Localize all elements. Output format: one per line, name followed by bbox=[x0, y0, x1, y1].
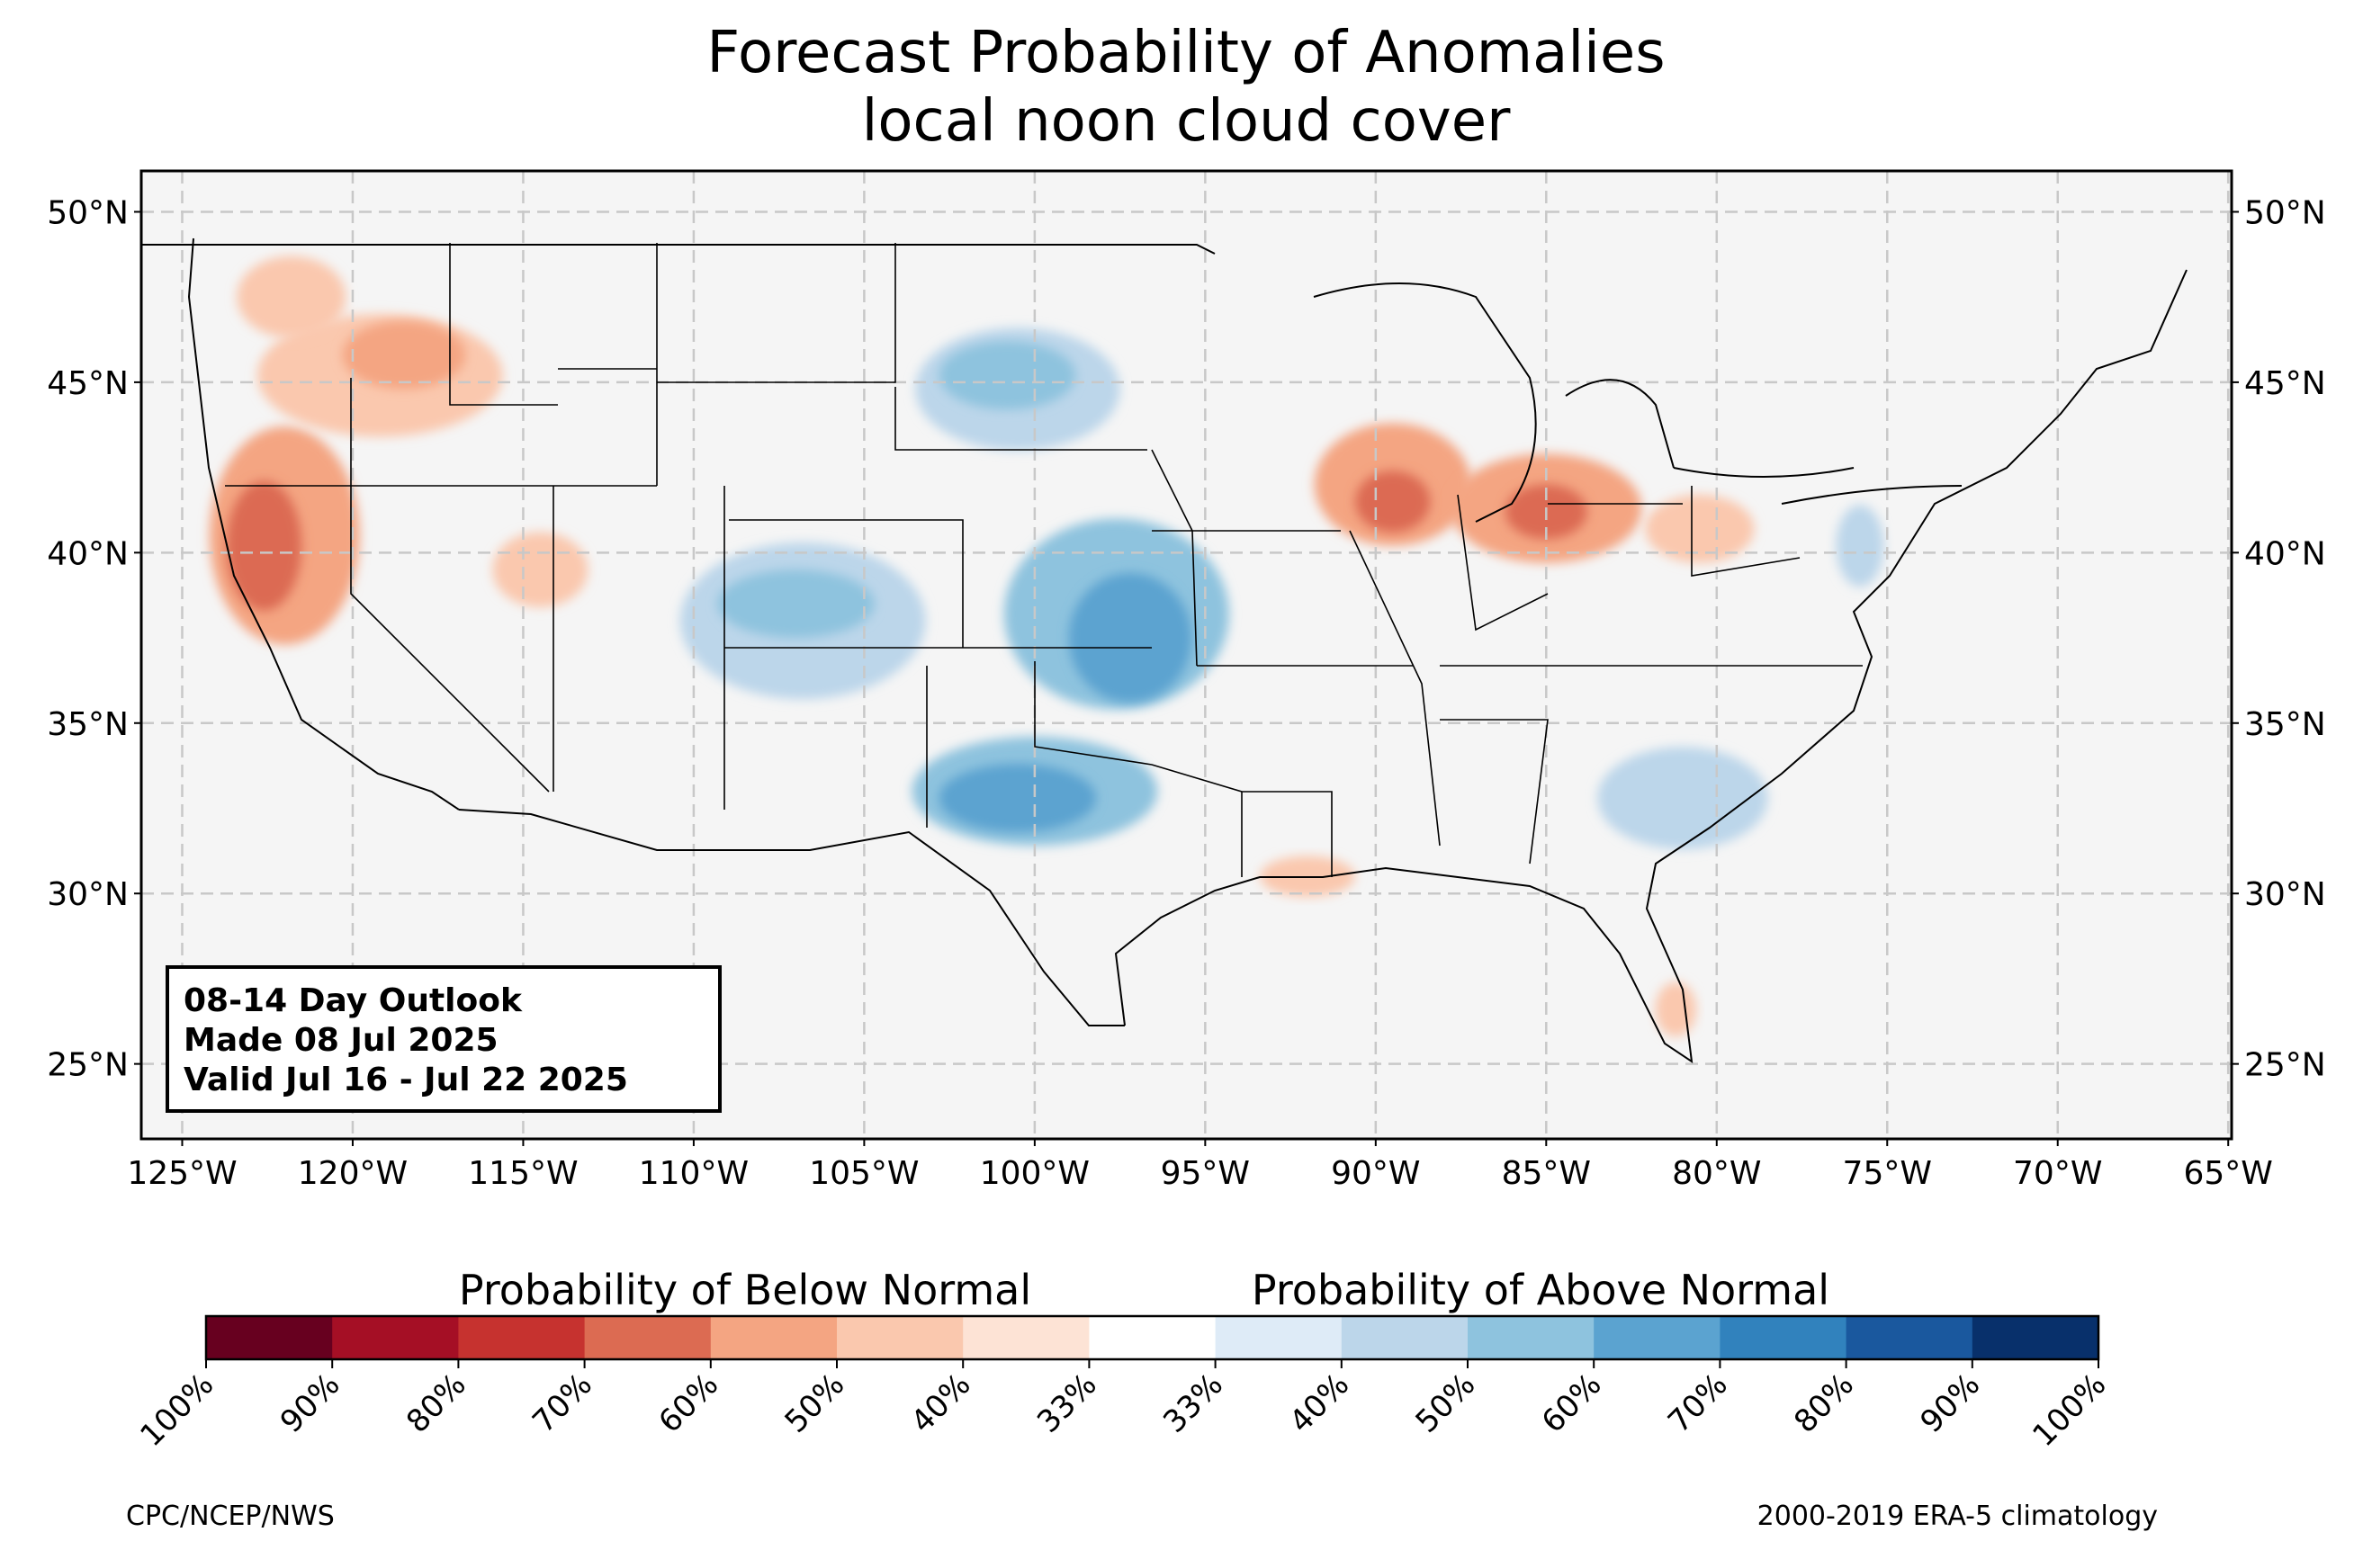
latitude-label-left: 25°N bbox=[47, 1047, 129, 1084]
map-frame bbox=[139, 169, 2233, 1141]
anomaly-above-area bbox=[939, 341, 1076, 410]
anomaly-below-area bbox=[226, 480, 302, 611]
map-subtitle: local noon cloud cover bbox=[861, 88, 1511, 155]
colorbar-tick-label: 33% bbox=[1030, 1366, 1104, 1440]
latitude-label-left: 35°N bbox=[47, 706, 129, 743]
colorbar-tick-label: 80% bbox=[400, 1366, 473, 1440]
outlook-info-box: 08-14 Day Outlook Made 08 Jul 2025 Valid J… bbox=[166, 965, 722, 1113]
anomaly-above-area bbox=[939, 764, 1097, 833]
west-coast bbox=[187, 237, 460, 811]
longitude-label: 70°W bbox=[2013, 1155, 2102, 1192]
colorbar-tick-label: 40% bbox=[904, 1366, 978, 1440]
colorbar-segment bbox=[963, 1316, 1090, 1359]
below-normal-caption: Probability of Below Normal bbox=[459, 1266, 1031, 1314]
latitude-labels: 50°N 50°N 45°N 45°N 40°N 40°N 35°N 35°N 30°N 30°N… bbox=[47, 194, 2326, 1083]
longitude-label: 85°W bbox=[1502, 1155, 1591, 1192]
longitude-label: 125°W bbox=[127, 1155, 237, 1192]
anomaly-below-area bbox=[237, 255, 346, 338]
longitude-label: 90°W bbox=[1331, 1155, 1420, 1192]
anomaly-below-area bbox=[492, 532, 589, 607]
latitude-label-left: 30°N bbox=[47, 876, 129, 913]
anomaly-below-area bbox=[1355, 470, 1431, 533]
longitude-label: 115°W bbox=[468, 1155, 578, 1192]
latitude-label-right: 35°N bbox=[2244, 706, 2326, 743]
longitude-label: 110°W bbox=[639, 1155, 749, 1192]
anomaly-above-area bbox=[1068, 573, 1192, 703]
longitude-label: 120°W bbox=[298, 1155, 408, 1192]
outlook-valid-dates: Valid Jul 16 - Jul 22 2025 bbox=[184, 1062, 628, 1098]
colorbar-tick-label: 60% bbox=[651, 1366, 725, 1440]
colorbar-tick-label: 50% bbox=[778, 1366, 852, 1440]
colorbar-segment bbox=[584, 1316, 712, 1359]
anomaly-below-area bbox=[1645, 494, 1755, 563]
longitude-labels: 125°W 120°W 115°W 110°W 105°W 100°W 95°W 90°W 85… bbox=[127, 1139, 2273, 1192]
colorbar-segment bbox=[458, 1316, 586, 1359]
colorbar-segment bbox=[1846, 1316, 1973, 1359]
latitude-label-left: 45°N bbox=[47, 365, 129, 402]
state-lines bbox=[225, 243, 1863, 877]
longitude-label: 80°W bbox=[1672, 1155, 1761, 1192]
colorbar-tick-label: 100% bbox=[2026, 1366, 2113, 1454]
colorbar-segment bbox=[1720, 1316, 1847, 1359]
colorbar-segment bbox=[1594, 1316, 1721, 1359]
map-title: Forecast Probability of Anomalies bbox=[706, 20, 1666, 86]
outlook-period: 08-14 Day Outlook bbox=[184, 982, 522, 1019]
anomaly-above-area bbox=[1836, 505, 1884, 587]
colorbar-tick-label: 70% bbox=[526, 1366, 599, 1440]
colorbar-segment bbox=[837, 1316, 964, 1359]
colorbar-segment bbox=[1341, 1316, 1469, 1359]
colorbar-tick-label: 80% bbox=[1787, 1366, 1861, 1440]
longitude-label: 75°W bbox=[1843, 1155, 1932, 1192]
longitude-label: 65°W bbox=[2184, 1155, 2273, 1192]
colorbar-tick-label: 33% bbox=[1156, 1366, 1230, 1440]
state-borders bbox=[141, 237, 2188, 1064]
colorbar-tick-label: 90% bbox=[1913, 1366, 1987, 1440]
footer-climatology: 2000-2019 ERA-5 climatology bbox=[1757, 1501, 2158, 1532]
longitude-label: 95°W bbox=[1161, 1155, 1250, 1192]
longitude-label: 105°W bbox=[809, 1155, 919, 1192]
latitude-label-right: 40°N bbox=[2244, 535, 2326, 572]
above-normal-caption: Probability of Above Normal bbox=[1252, 1266, 1829, 1314]
great-lakes-outline bbox=[1313, 282, 1963, 523]
colorbar-segment bbox=[710, 1316, 838, 1359]
colorbar-frame bbox=[204, 1314, 2100, 1361]
colorbar-segment bbox=[1215, 1316, 1343, 1359]
latitude-label-right: 45°N bbox=[2244, 365, 2326, 402]
colorbar-tick-label: 60% bbox=[1535, 1366, 1609, 1440]
colorbar-tick-label: 70% bbox=[1661, 1366, 1735, 1440]
colorbar-segment bbox=[332, 1316, 459, 1359]
outlook-made-date: Made 08 Jul 2025 bbox=[184, 1022, 499, 1059]
gulf-coast bbox=[1114, 269, 2188, 1064]
mexico-border bbox=[458, 809, 1125, 1026]
latitude-label-right: 50°N bbox=[2244, 194, 2326, 231]
anomaly-below-area bbox=[342, 320, 466, 390]
colorbar-segment bbox=[206, 1316, 333, 1359]
latitude-label-left: 50°N bbox=[47, 194, 129, 231]
latitude-label-right: 30°N bbox=[2244, 876, 2326, 913]
colorbar-tick-label: 40% bbox=[1282, 1366, 1356, 1440]
colorbar-segment bbox=[1089, 1316, 1217, 1359]
anomaly-below-area bbox=[1655, 981, 1697, 1037]
anomaly-above-area bbox=[1597, 747, 1768, 849]
canada-border bbox=[141, 244, 1216, 255]
anomaly-above-area bbox=[717, 569, 875, 639]
colorbar-tick-label: 100% bbox=[133, 1366, 220, 1454]
footer-source: CPC/NCEP/NWS bbox=[126, 1501, 335, 1532]
colorbar: 100% 90% 80% 70% 60% 50% 40% 33% 33% 40% 50% 60% 70%… bbox=[133, 1314, 2113, 1454]
colorbar-tick-label: 50% bbox=[1409, 1366, 1483, 1440]
colorbar-segment bbox=[1468, 1316, 1595, 1359]
colorbar-tick-label: 90% bbox=[274, 1366, 347, 1440]
longitude-label: 100°W bbox=[980, 1155, 1090, 1192]
latitude-label-right: 25°N bbox=[2244, 1047, 2326, 1084]
colorbar-segment bbox=[1972, 1316, 2099, 1359]
latitude-label-left: 40°N bbox=[47, 535, 129, 572]
